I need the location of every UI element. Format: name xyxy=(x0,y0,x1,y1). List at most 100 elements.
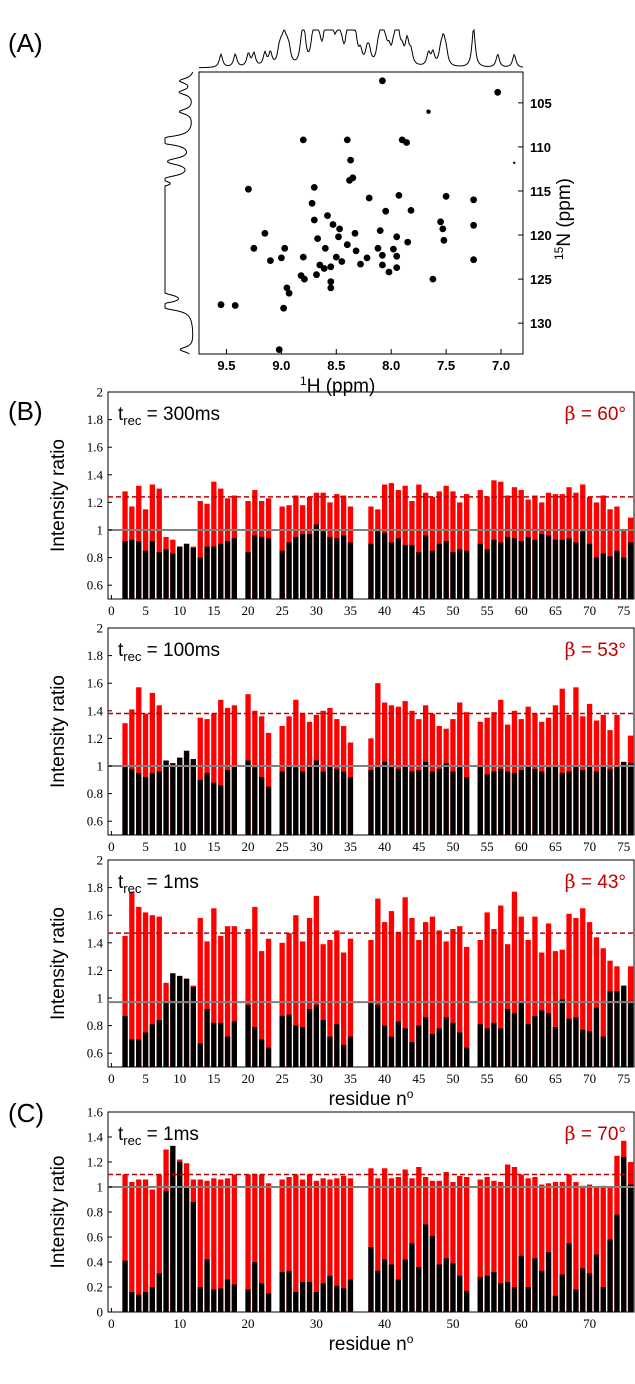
x-tick-label: 55 xyxy=(481,603,494,618)
bar-red xyxy=(416,940,422,1067)
bar-black xyxy=(614,550,620,599)
x-axis-title-a-sup: 1 xyxy=(300,374,307,388)
bar-black xyxy=(231,538,237,599)
bar-red xyxy=(347,1178,354,1313)
bar-black xyxy=(142,1292,149,1312)
bar-red xyxy=(320,944,326,1067)
x-tick-label: 20 xyxy=(242,603,255,618)
peak xyxy=(327,284,335,292)
bar-chart-100ms: 0.60.811.21.41.61.820 5 10 15 20 25 30 35 40 45 50… xyxy=(48,621,635,854)
bar-red xyxy=(218,699,224,835)
trec-label: trec = 1ms xyxy=(118,872,199,896)
bar-black xyxy=(518,1002,524,1067)
bar-black xyxy=(327,1275,333,1313)
x-tick-label: 50 xyxy=(446,1071,459,1086)
y-tick-label: 0.8 xyxy=(87,1018,103,1033)
bar-black xyxy=(231,1021,237,1067)
bar-black xyxy=(286,542,292,599)
x-tick-label: 75 xyxy=(617,1071,630,1086)
y-tick-label: 0.6 xyxy=(87,578,104,593)
peak xyxy=(390,245,397,253)
bar-black xyxy=(142,550,149,599)
x-tick-label: 15 xyxy=(207,603,220,618)
bar-black xyxy=(129,1039,135,1067)
x-tick-label: 25 xyxy=(276,1071,289,1086)
x-tick-label: 65 xyxy=(549,603,562,618)
peak xyxy=(365,194,373,202)
bar-black xyxy=(593,771,600,835)
bar-red xyxy=(586,922,593,1067)
bar-red xyxy=(313,895,319,1067)
y-tick-label-a: 120 xyxy=(530,228,552,243)
bar-black xyxy=(327,536,333,599)
bar-black xyxy=(279,771,285,835)
bar-black xyxy=(464,1290,470,1313)
x-tick-label: 0 xyxy=(108,1071,115,1086)
bar-red xyxy=(136,906,142,1067)
bar-black xyxy=(484,774,490,835)
bar-black xyxy=(429,1033,436,1067)
projection-15n xyxy=(164,71,194,355)
bar-black xyxy=(375,1004,381,1067)
bar-black xyxy=(163,549,169,599)
x-tick-label: 25 xyxy=(276,839,289,854)
bar-red xyxy=(402,485,408,599)
bar-red xyxy=(368,1168,374,1313)
bar-black xyxy=(375,531,381,599)
x-tick-label: 30 xyxy=(310,1071,323,1086)
bar-black xyxy=(552,1295,559,1313)
bar-red xyxy=(327,940,333,1067)
peak xyxy=(299,136,307,144)
x-tick-label: 60 xyxy=(515,839,528,854)
x-tick-label-a: 8.5 xyxy=(327,358,345,373)
bar-black xyxy=(559,539,565,599)
bar-black xyxy=(429,771,436,835)
bar-black xyxy=(211,782,217,835)
panel-label-b: (B) xyxy=(8,396,43,426)
axes-a: 9.5 9.0 8.5 8.0 7.5 7.0 105 110 115 120 125 130 xyxy=(217,96,551,373)
bar-black xyxy=(170,1145,176,1313)
bar-black xyxy=(545,1013,552,1067)
bar-black xyxy=(347,777,354,835)
peak xyxy=(329,221,337,228)
x-tick-label: 0 xyxy=(108,1316,115,1331)
bar-black xyxy=(593,1007,600,1067)
bar-black xyxy=(614,766,620,835)
bar-black xyxy=(142,777,149,835)
y-tick-label: 0.6 xyxy=(87,1230,104,1245)
x-tick-label: 70 xyxy=(583,603,596,618)
bar-red xyxy=(156,488,162,599)
y-tick-label: 1.8 xyxy=(87,880,103,895)
bar-red xyxy=(416,484,422,599)
bar-red xyxy=(532,1177,538,1312)
x-tick-label: 40 xyxy=(378,839,391,854)
bar-black xyxy=(300,1027,306,1067)
y-tick-label-a: 105 xyxy=(530,96,552,111)
bar-black xyxy=(498,768,504,835)
bar-black xyxy=(382,532,388,599)
bar-red xyxy=(498,905,504,1067)
bar-black xyxy=(539,534,545,599)
bar-black xyxy=(402,545,408,599)
bar-black xyxy=(457,549,463,599)
peak xyxy=(357,260,364,268)
y-tick-label: 1.6 xyxy=(87,1105,104,1120)
peak xyxy=(442,192,450,200)
x-tick-label-a: 9.0 xyxy=(272,358,290,373)
peak xyxy=(385,268,393,276)
bar-red xyxy=(511,891,518,1067)
bar-red xyxy=(129,1182,135,1312)
peak xyxy=(320,265,328,272)
bar-black xyxy=(347,1036,354,1067)
x-tick-label: 0 xyxy=(108,603,115,618)
bar-black xyxy=(402,1259,408,1312)
bar-black xyxy=(368,1247,374,1312)
y-axis-title-a: 15N (ppm) xyxy=(552,178,575,260)
bar-red xyxy=(402,897,408,1067)
y-tick-label: 1 xyxy=(97,1180,104,1195)
bar-red xyxy=(197,1179,203,1312)
y-tick-label: 0.8 xyxy=(87,1205,103,1220)
y-tick-label: 1.2 xyxy=(87,963,103,978)
bar-black xyxy=(450,1263,456,1313)
bar-black xyxy=(300,1282,306,1312)
